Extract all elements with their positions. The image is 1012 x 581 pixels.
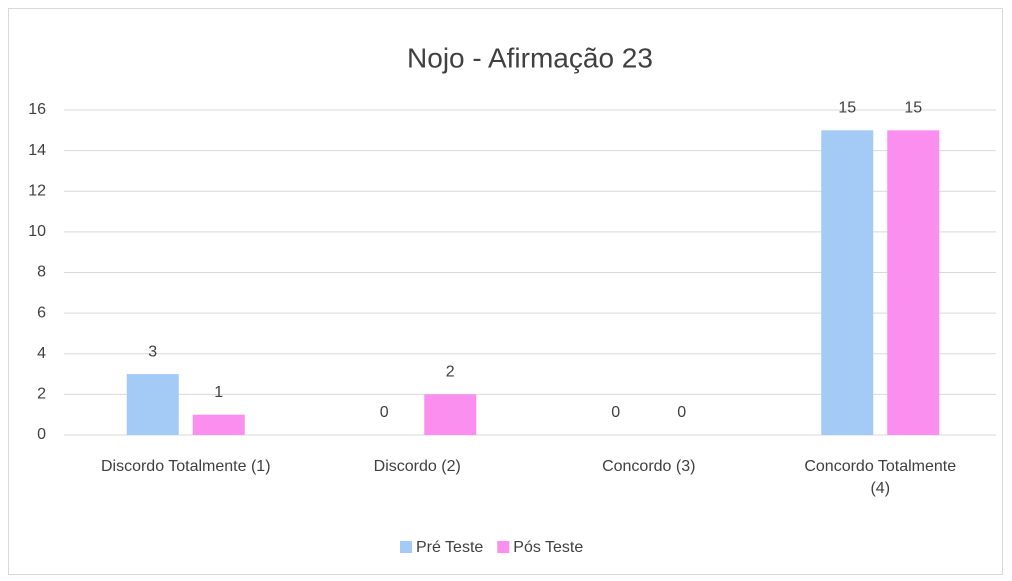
legend-label: Pós Teste: [513, 539, 583, 556]
y-tick-label: 0: [37, 426, 46, 443]
data-label: 0: [380, 404, 389, 421]
legend-swatch: [400, 541, 412, 553]
legend-swatch: [497, 541, 510, 553]
bar: [887, 130, 940, 435]
data-label: 0: [677, 404, 686, 421]
chart-title: Nojo - Afirmação 23: [407, 42, 653, 73]
y-tick-label: 4: [37, 345, 46, 362]
data-label: 1: [214, 384, 223, 401]
bar: [192, 414, 245, 435]
y-tick-label: 16: [28, 101, 46, 118]
x-tick-label: Discordo (2): [373, 458, 461, 475]
x-tick-label: Concordo (3): [602, 458, 696, 475]
data-label: 15: [838, 100, 856, 117]
y-tick-label: 2: [37, 386, 46, 403]
bar: [126, 374, 179, 435]
chart-border: [8, 8, 1003, 575]
y-tick-label: 12: [28, 182, 46, 199]
x-tick-label: Discordo Totalmente (1): [100, 458, 271, 475]
data-label: 3: [148, 343, 157, 360]
data-label: 15: [904, 100, 922, 117]
data-label: 0: [611, 404, 620, 421]
data-label: 2: [446, 364, 455, 381]
bar: [424, 394, 477, 435]
x-tick-label: Concordo Totalmente (4): [804, 458, 957, 497]
y-tick-label: 10: [28, 223, 46, 240]
bar: [821, 130, 874, 435]
legend-label: Pré Teste: [416, 539, 483, 556]
y-tick-label: 8: [37, 264, 46, 281]
y-tick-label: 6: [37, 304, 46, 321]
y-tick-label: 14: [28, 142, 46, 159]
